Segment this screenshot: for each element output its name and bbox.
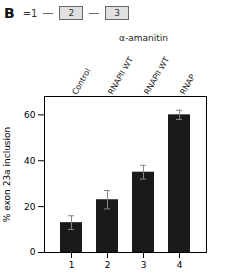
svg-text:Control: Control	[70, 67, 92, 97]
svg-text:RNAP: RNAP	[178, 73, 197, 97]
svg-text:20: 20	[24, 201, 36, 211]
svg-text:α-amanitin: α-amanitin	[119, 33, 168, 43]
svg-text:0: 0	[30, 247, 36, 257]
svg-text:4: 4	[177, 260, 183, 270]
svg-text:60: 60	[24, 110, 36, 120]
svg-text:2: 2	[105, 260, 111, 270]
html-text:=1: =1	[22, 7, 38, 19]
svg-text:3: 3	[141, 260, 147, 270]
html-text:B: B	[4, 5, 15, 21]
html-text:3: 3	[114, 8, 120, 18]
svg-text:RNAPII WT: RNAPII WT	[106, 55, 135, 96]
svg-text:RNAPII WT: RNAPII WT	[142, 55, 171, 96]
svg-text:% exon 23a inclusion: % exon 23a inclusion	[2, 127, 12, 223]
svg-text:1: 1	[69, 260, 75, 270]
svg-text:40: 40	[24, 156, 36, 166]
html-text:2: 2	[68, 8, 75, 18]
